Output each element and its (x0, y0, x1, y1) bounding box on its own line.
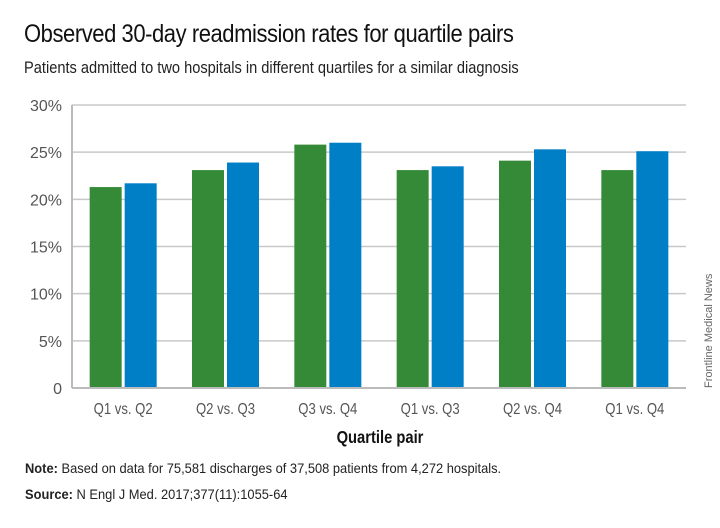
chart-subtitle: Patients admitted to two hospitals in di… (24, 58, 519, 77)
bar-series1 (499, 160, 531, 388)
x-tick-label: Q2 vs. Q3 (196, 401, 255, 418)
bar-series2 (534, 149, 566, 388)
y-tick-label: 5% (39, 334, 62, 351)
source-text: N Engl J Med. 2017;377(11):1055-64 (72, 486, 288, 502)
note-label: Note: (25, 460, 58, 476)
bar-series1 (601, 170, 634, 388)
y-tick-label: 0 (53, 381, 62, 398)
bar-series2 (431, 166, 464, 388)
note: Note: Based on data for 75,581 discharge… (25, 460, 501, 476)
y-tick-label: 10% (30, 287, 62, 304)
bar-series1 (294, 144, 327, 388)
chart-title: Observed 30-day readmission rates for qu… (24, 20, 514, 48)
bar-series1 (396, 170, 429, 388)
bar-series2 (124, 183, 157, 388)
y-tick-label: 25% (30, 145, 62, 162)
credit: Frontline Medical News (703, 273, 715, 388)
source-label: Source: (25, 486, 73, 502)
y-tick-label: 30% (30, 98, 62, 115)
bar-series1 (89, 187, 122, 388)
y-tick-label: 20% (30, 192, 62, 209)
note-text: Based on data for 75,581 discharges of 3… (57, 460, 502, 476)
x-tick-label: Q1 vs. Q2 (94, 401, 153, 418)
bar-series2 (227, 162, 259, 388)
x-tick-label: Q1 vs. Q4 (605, 401, 664, 418)
x-tick-label: Q1 vs. Q3 (401, 401, 460, 418)
x-tick-label: Q3 vs. Q4 (298, 401, 357, 418)
bar-series1 (192, 170, 224, 388)
x-axis-label: Quartile pair (337, 428, 424, 448)
source: Source: N Engl J Med. 2017;377(11):1055-… (25, 486, 288, 502)
bar-series2 (636, 151, 669, 388)
y-tick-label: 15% (30, 240, 62, 257)
x-tick-label: Q2 vs. Q4 (503, 401, 562, 418)
bar-series2 (329, 142, 362, 388)
